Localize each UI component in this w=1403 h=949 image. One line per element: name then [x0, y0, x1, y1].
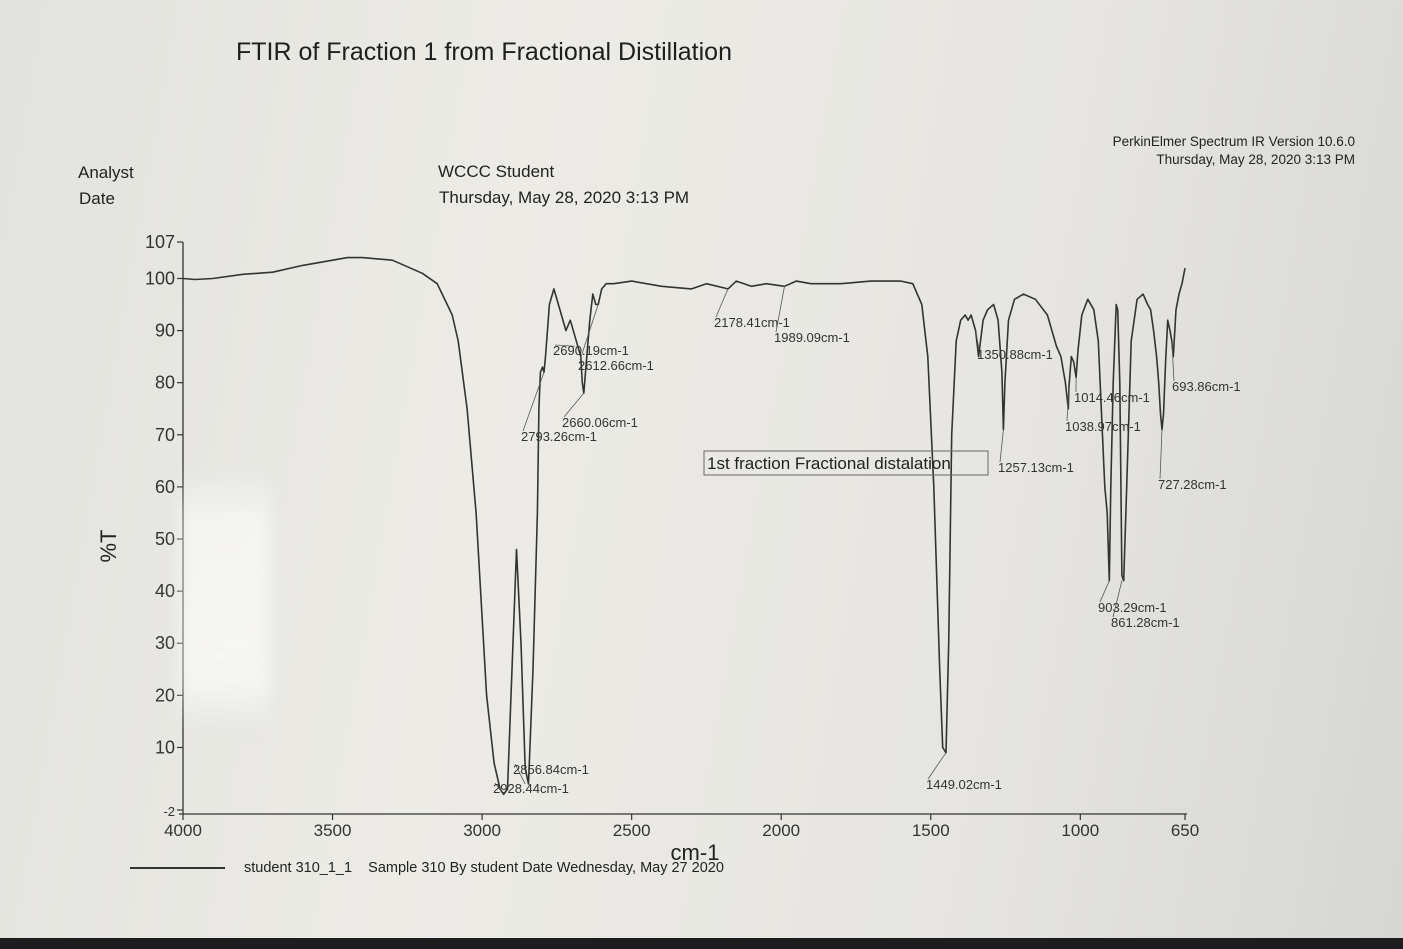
peak-leader-line	[522, 372, 545, 432]
peak-label: 1350.88cm-1	[977, 347, 1053, 362]
x-tick-label: 650	[1171, 821, 1199, 840]
chart-title: FTIR of Fraction 1 from Fractional Disti…	[236, 38, 732, 66]
peak-leader-line	[1099, 580, 1110, 603]
peak-leader-line	[579, 304, 599, 361]
photo-glare	[180, 470, 270, 730]
date-value: Thursday, May 28, 2020 3:13 PM	[439, 188, 690, 207]
peak-leader-line	[554, 344, 575, 347]
y-tick-label: 80	[155, 373, 175, 393]
analyst-value: WCCC Student	[438, 162, 555, 181]
peak-leader-line	[775, 286, 785, 333]
software-timestamp: Thursday, May 28, 2020 3:13 PM	[1156, 152, 1355, 167]
y-tick-label: 70	[155, 425, 175, 445]
peak-leader-line	[927, 752, 947, 780]
software-info: PerkinElmer Spectrum IR Version 10.6.0 T…	[1113, 133, 1355, 169]
x-tick-label: 2500	[613, 821, 651, 840]
software-version: PerkinElmer Spectrum IR Version 10.6.0	[1112, 134, 1355, 149]
peak-label: 2856.84cm-1	[513, 762, 589, 777]
y-axis-title: %T	[96, 530, 121, 563]
analyst-label: Analyst	[78, 163, 134, 182]
x-tick-label: 1000	[1061, 821, 1099, 840]
y-tick-label: 107	[145, 232, 175, 252]
y-tick-label: 60	[155, 477, 175, 497]
peak-label: 1014.46cm-1	[1074, 390, 1150, 405]
peak-leader-line	[1112, 580, 1123, 618]
peak-leader-line	[999, 429, 1004, 463]
peak-label: 1989.09cm-1	[774, 330, 850, 345]
peak-label: 1257.13cm-1	[998, 460, 1074, 475]
y-tick-label: -2	[163, 804, 175, 819]
x-tick-label: 1500	[912, 821, 950, 840]
x-axis-title: cm-1	[671, 840, 720, 865]
peak-label: 2612.66cm-1	[578, 358, 654, 373]
x-tick-label: 3000	[463, 821, 501, 840]
peak-label: 861.28cm-1	[1111, 615, 1180, 630]
peak-leader-line	[1159, 429, 1163, 480]
peak-label: 1038.97cm-1	[1065, 419, 1141, 434]
peak-label: 727.28cm-1	[1158, 477, 1227, 492]
y-tick-label: 100	[145, 268, 175, 288]
peak-leader-line	[514, 763, 526, 785]
annotation-box-text: 1st fraction Fractional distalation	[707, 454, 951, 473]
peak-leader-line	[715, 288, 729, 318]
peak-label: 693.86cm-1	[1172, 379, 1241, 394]
peak-label: 2660.06cm-1	[562, 415, 638, 430]
legend-line-swatch	[130, 867, 225, 869]
legend-description: Sample 310 By student Date Wednesday, Ma…	[368, 860, 724, 876]
peak-label: 903.29cm-1	[1098, 600, 1167, 615]
date-label: Date	[79, 189, 115, 208]
y-tick-label: 90	[155, 321, 175, 341]
peak-label: 2178.41cm-1	[714, 315, 790, 330]
peak-label: 2793.26cm-1	[521, 429, 597, 444]
peak-label: 2690.19cm-1	[553, 343, 629, 358]
x-tick-label: 2000	[762, 821, 800, 840]
x-tick-label: 3500	[314, 821, 352, 840]
peak-leader-line	[563, 392, 585, 418]
y-tick-label: 10	[155, 737, 175, 757]
legend-entry: student 310_1_1 Sample 310 By student Da…	[244, 860, 724, 876]
y-tick-label: 20	[155, 685, 175, 705]
legend-sample-name: student 310_1_1	[244, 860, 353, 876]
y-tick-label: 30	[155, 633, 175, 653]
peak-leader-line	[1171, 340, 1175, 382]
peak-label: 1449.02cm-1	[926, 777, 1002, 792]
spectrum-line	[182, 256, 1186, 796]
peak-label: 2928.44cm-1	[493, 781, 569, 796]
annotation-box	[703, 450, 989, 476]
x-tick-label: 4000	[164, 821, 202, 840]
peak-leader-line	[494, 782, 504, 795]
y-tick-label: 50	[155, 529, 175, 549]
peak-leader-line	[1066, 387, 1070, 422]
y-tick-label: 40	[155, 581, 175, 601]
peak-leader-line	[975, 330, 980, 350]
